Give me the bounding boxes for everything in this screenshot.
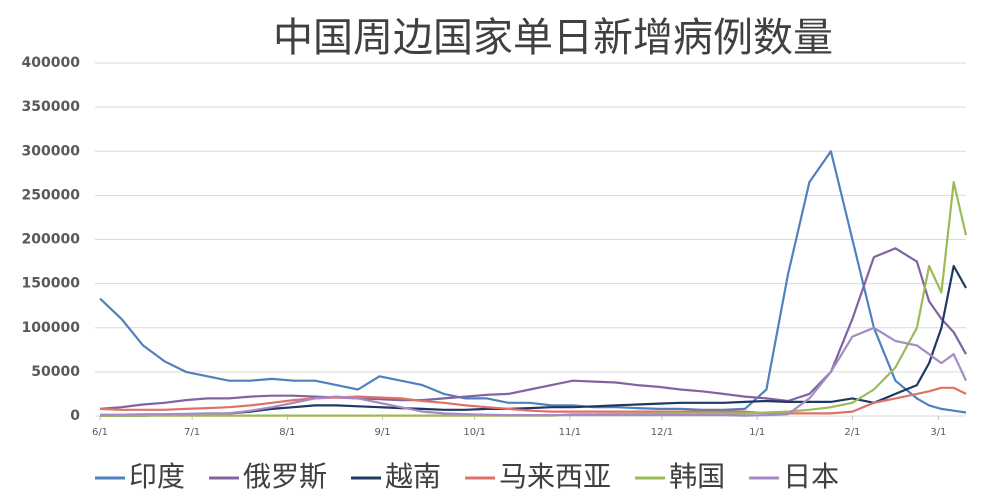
y-tick-label: 300000 xyxy=(22,143,81,159)
y-tick-label: 50000 xyxy=(31,364,80,380)
x-tick-label: 12/1 xyxy=(651,427,673,438)
x-tick-label: 11/1 xyxy=(559,427,581,438)
legend-label: 印度 xyxy=(129,460,185,493)
legend-label: 韩国 xyxy=(669,460,725,493)
legend-label: 日本 xyxy=(783,460,839,493)
series-line xyxy=(99,247,967,410)
x-tick-label: 8/1 xyxy=(279,427,295,438)
y-tick-label: 350000 xyxy=(22,99,81,115)
x-tick-label: 9/1 xyxy=(374,427,390,438)
legend: 印度 俄罗斯 越南 马来西亚 韩国 日本 xyxy=(95,460,839,493)
chart-title: 中国周边国家单日新增病例数量 xyxy=(273,15,833,61)
y-tick-label: 150000 xyxy=(22,276,81,292)
series-line xyxy=(99,386,967,415)
y-tick-label: 200000 xyxy=(22,232,81,248)
grid: 0 50000 100000 150000 200000 250000 300000 3500… xyxy=(22,55,966,438)
legend-label: 马来西亚 xyxy=(499,460,611,493)
x-tick-label: 7/1 xyxy=(184,427,200,438)
plot xyxy=(99,150,968,417)
y-tick-label: 0 xyxy=(70,408,80,424)
x-tick-label: 6/1 xyxy=(92,427,108,438)
y-tick-label: 400000 xyxy=(22,55,81,71)
x-tick-label: 2/1 xyxy=(844,427,860,438)
x-tick-label: 10/1 xyxy=(463,427,485,438)
series-line xyxy=(99,150,967,414)
y-tick-label: 100000 xyxy=(22,320,81,336)
legend-label: 俄罗斯 xyxy=(243,460,327,493)
legend-label: 越南 xyxy=(385,460,441,493)
series-line xyxy=(100,264,967,417)
x-tick-label: 1/1 xyxy=(749,427,765,438)
y-tick-label: 250000 xyxy=(22,187,81,203)
x-tick-label: 3/1 xyxy=(930,427,946,438)
series-line xyxy=(100,326,967,417)
